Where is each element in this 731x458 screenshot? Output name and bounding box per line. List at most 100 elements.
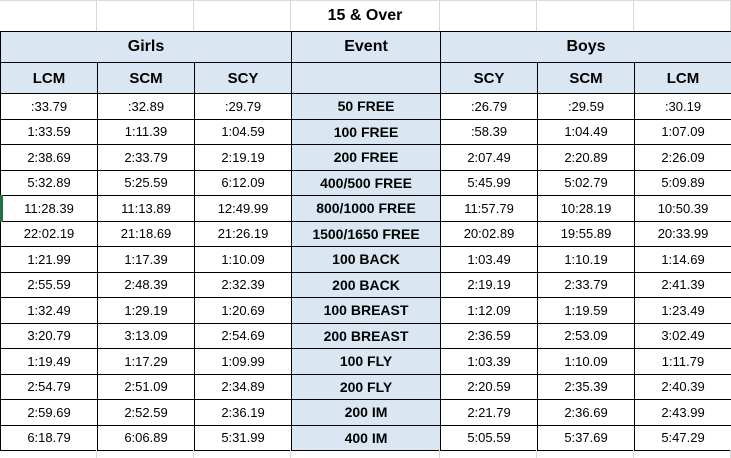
boys-scm-time[interactable]: 10:28.19: [537, 195, 636, 222]
event-cell[interactable]: 200 BACK: [291, 271, 442, 298]
girls-lcm-time[interactable]: 1:21.99: [0, 246, 98, 273]
boys-scy-time[interactable]: 5:45.99: [440, 169, 539, 196]
girls-header[interactable]: Girls: [0, 31, 293, 63]
girls-scm-time[interactable]: 21:18.69: [97, 220, 195, 247]
girls-lcm-time[interactable]: 6:18.79: [0, 424, 98, 451]
girls-lcm-time[interactable]: 1:19.49: [0, 348, 98, 375]
boys-col-scm[interactable]: SCM: [537, 62, 636, 94]
event-cell[interactable]: 200 BREAST: [291, 322, 442, 349]
boys-lcm-time[interactable]: 3:02.49: [634, 322, 731, 349]
girls-scy-time[interactable]: 2:32.39: [193, 271, 293, 298]
boys-scm-time[interactable]: 1:04.49: [537, 118, 636, 145]
girls-lcm-time[interactable]: 22:02.19: [0, 220, 98, 247]
girls-scm-time[interactable]: 1:11.39: [97, 118, 195, 145]
empty-cell[interactable]: [440, 0, 537, 31]
girls-scy-time[interactable]: 5:31.99: [193, 424, 293, 451]
boys-scy-time[interactable]: 2:07.49: [440, 144, 539, 171]
girls-lcm-time[interactable]: 3:20.79: [0, 322, 98, 349]
boys-lcm-time[interactable]: :30.19: [634, 93, 731, 120]
boys-scm-time[interactable]: 1:10.19: [537, 246, 636, 273]
girls-scm-time[interactable]: 2:48.39: [97, 271, 195, 298]
boys-scy-time[interactable]: :58.39: [440, 118, 539, 145]
girls-lcm-time[interactable]: 1:33.59: [0, 118, 98, 145]
boys-scy-time[interactable]: 2:21.79: [440, 399, 539, 426]
event-cell[interactable]: 100 FLY: [291, 348, 442, 375]
girls-scm-time[interactable]: 6:06.89: [97, 424, 195, 451]
boys-header[interactable]: Boys: [440, 31, 731, 63]
girls-lcm-time[interactable]: 2:54.79: [0, 373, 98, 400]
event-cell[interactable]: 200 FREE: [291, 144, 442, 171]
boys-lcm-time[interactable]: 5:47.29: [634, 424, 731, 451]
boys-scy-time[interactable]: 1:12.09: [440, 297, 539, 324]
girls-scm-time[interactable]: 1:29.19: [97, 297, 195, 324]
girls-scy-time[interactable]: 2:54.69: [193, 322, 293, 349]
girls-lcm-time[interactable]: 11:28.39: [0, 195, 98, 222]
boys-scy-time[interactable]: 2:36.59: [440, 322, 539, 349]
event-cell[interactable]: 50 FREE: [291, 93, 442, 120]
girls-col-lcm[interactable]: LCM: [0, 62, 98, 94]
girls-scm-time[interactable]: 2:33.79: [97, 144, 195, 171]
empty-cell[interactable]: [634, 0, 731, 31]
boys-scy-time[interactable]: 2:19.19: [440, 271, 539, 298]
girls-scy-time[interactable]: :29.79: [193, 93, 293, 120]
boys-scm-time[interactable]: 1:10.09: [537, 348, 636, 375]
sheet-title-cell[interactable]: 15 & Over: [291, 0, 440, 31]
girls-lcm-time[interactable]: 2:59.69: [0, 399, 98, 426]
boys-scy-time[interactable]: 1:03.39: [440, 348, 539, 375]
event-header[interactable]: Event: [291, 31, 442, 63]
girls-scy-time[interactable]: 1:10.09: [193, 246, 293, 273]
boys-scm-time[interactable]: 1:19.59: [537, 297, 636, 324]
event-cell[interactable]: 1500/1650 FREE: [291, 220, 442, 247]
boys-lcm-time[interactable]: 1:14.69: [634, 246, 731, 273]
event-col-blank[interactable]: [291, 62, 442, 94]
boys-scy-time[interactable]: 5:05.59: [440, 424, 539, 451]
boys-lcm-time[interactable]: 10:50.39: [634, 195, 731, 222]
girls-col-scm[interactable]: SCM: [97, 62, 195, 94]
girls-scm-time[interactable]: 2:51.09: [97, 373, 195, 400]
girls-scy-time[interactable]: 12:49.99: [193, 195, 293, 222]
boys-col-scy[interactable]: SCY: [440, 62, 539, 94]
empty-cell[interactable]: [537, 0, 634, 31]
boys-scm-time[interactable]: 19:55.89: [537, 220, 636, 247]
girls-lcm-time[interactable]: 5:32.89: [0, 169, 98, 196]
event-cell[interactable]: 200 IM: [291, 399, 442, 426]
event-cell[interactable]: 100 BREAST: [291, 297, 442, 324]
girls-scy-time[interactable]: 6:12.09: [193, 169, 293, 196]
boys-scy-time[interactable]: 1:03.49: [440, 246, 539, 273]
boys-lcm-time[interactable]: 2:40.39: [634, 373, 731, 400]
boys-lcm-time[interactable]: 2:41.39: [634, 271, 731, 298]
girls-scy-time[interactable]: 2:36.19: [193, 399, 293, 426]
empty-cell[interactable]: [97, 0, 194, 31]
girls-lcm-time[interactable]: :33.79: [0, 93, 98, 120]
boys-scm-time[interactable]: 2:36.69: [537, 399, 636, 426]
girls-scy-time[interactable]: 1:20.69: [193, 297, 293, 324]
event-cell[interactable]: 200 FLY: [291, 373, 442, 400]
girls-scy-time[interactable]: 1:04.59: [193, 118, 293, 145]
boys-lcm-time[interactable]: 2:43.99: [634, 399, 731, 426]
girls-scm-time[interactable]: :32.89: [97, 93, 195, 120]
boys-lcm-time[interactable]: 2:26.09: [634, 144, 731, 171]
event-cell[interactable]: 100 FREE: [291, 118, 442, 145]
boys-lcm-time[interactable]: 1:07.09: [634, 118, 731, 145]
boys-scy-time[interactable]: :26.79: [440, 93, 539, 120]
boys-scm-time[interactable]: :29.59: [537, 93, 636, 120]
event-cell[interactable]: 400 IM: [291, 424, 442, 451]
girls-scy-time[interactable]: 21:26.19: [193, 220, 293, 247]
girls-scm-time[interactable]: 2:52.59: [97, 399, 195, 426]
boys-scm-time[interactable]: 2:35.39: [537, 373, 636, 400]
girls-col-scy[interactable]: SCY: [193, 62, 293, 94]
boys-lcm-time[interactable]: 1:23.49: [634, 297, 731, 324]
boys-scm-time[interactable]: 2:20.89: [537, 144, 636, 171]
girls-scm-time[interactable]: 11:13.89: [97, 195, 195, 222]
boys-lcm-time[interactable]: 1:11.79: [634, 348, 731, 375]
girls-scm-time[interactable]: 3:13.09: [97, 322, 195, 349]
boys-scy-time[interactable]: 11:57.79: [440, 195, 539, 222]
event-cell[interactable]: 100 BACK: [291, 246, 442, 273]
boys-scm-time[interactable]: 5:37.69: [537, 424, 636, 451]
girls-scm-time[interactable]: 1:17.39: [97, 246, 195, 273]
event-cell[interactable]: 800/1000 FREE: [291, 195, 442, 222]
boys-scm-time[interactable]: 2:53.09: [537, 322, 636, 349]
boys-lcm-time[interactable]: 20:33.99: [634, 220, 731, 247]
girls-scy-time[interactable]: 2:34.89: [193, 373, 293, 400]
boys-lcm-time[interactable]: 5:09.89: [634, 169, 731, 196]
